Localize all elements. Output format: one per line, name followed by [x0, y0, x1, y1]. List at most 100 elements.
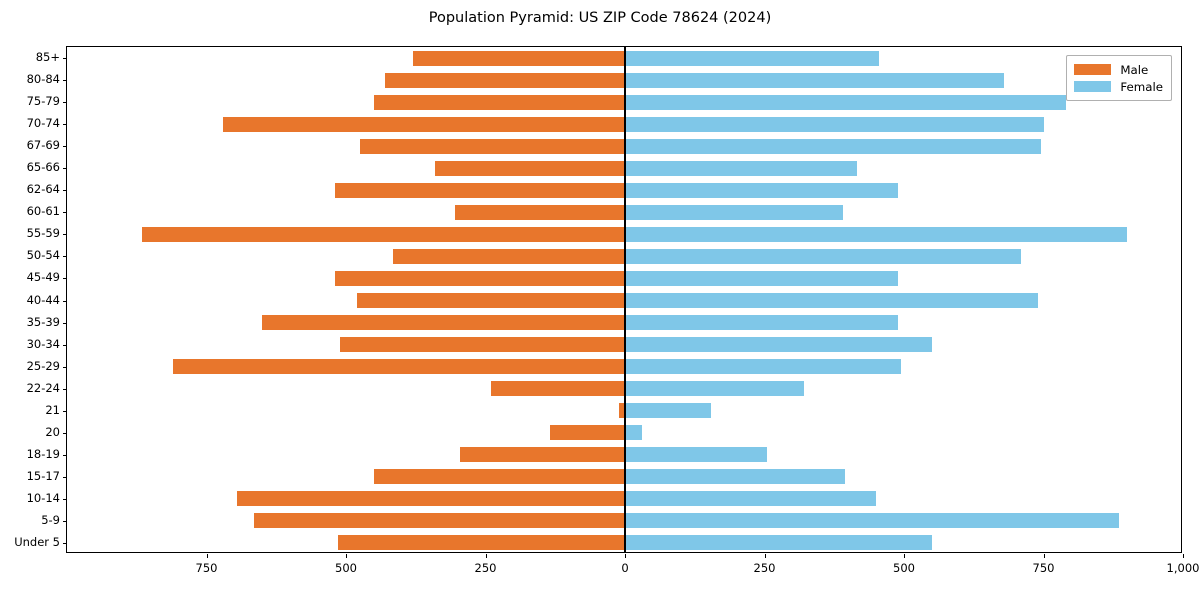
- x-axis-label-750-1: 750: [195, 561, 218, 575]
- x-axis-label-750-7: 750: [1032, 561, 1055, 575]
- y-axis-tick: [63, 124, 67, 126]
- bar-female-35-39: [625, 315, 899, 331]
- bar-male-65-66: [435, 160, 625, 176]
- y-axis-label-15-17: 15-17: [26, 468, 60, 483]
- bar-female-40-44: [625, 293, 1038, 308]
- y-axis-label-70-74: 70-74: [26, 116, 60, 131]
- bar-male-40-44: [357, 293, 625, 308]
- y-axis-tick: [63, 256, 67, 258]
- bar-male-55-59: [142, 226, 625, 242]
- x-axis-tick: [485, 554, 487, 558]
- x-axis-label-0-4: 0: [621, 561, 629, 575]
- y-axis-label-18-19: 18-19: [26, 446, 60, 461]
- x-axis-label-500-2: 500: [335, 561, 357, 575]
- bar-male-15-17: [373, 469, 625, 485]
- bar-male-35-39: [262, 315, 625, 331]
- legend-swatch-female: [1074, 81, 1112, 92]
- y-axis-tick: [63, 212, 67, 214]
- bar-male-60-61: [454, 204, 625, 220]
- x-axis-label-500-6: 500: [893, 561, 915, 575]
- x-axis-tick: [346, 554, 347, 558]
- bar-female-62-64: [625, 182, 899, 198]
- bar-male-67-69: [359, 138, 625, 154]
- y-axis-label-20: 20: [45, 424, 60, 439]
- bar-female-22-24: [625, 381, 804, 397]
- bar-female-45-49: [625, 270, 899, 286]
- bar-male-45-49: [334, 270, 625, 286]
- bar-female-under-5: [625, 535, 932, 551]
- x-axis-tick: [904, 554, 905, 558]
- y-axis-tick: [63, 520, 67, 522]
- y-axis-tick: [63, 80, 67, 82]
- bar-female-67-69: [625, 138, 1041, 154]
- bar-male-50-54: [393, 248, 625, 264]
- y-axis-tick: [63, 498, 67, 500]
- y-axis-label-22-24: 22-24: [26, 380, 60, 395]
- legend-item-male[interactable]: Male: [1074, 61, 1163, 78]
- y-axis-tick: [63, 168, 67, 170]
- bar-male-21: [619, 403, 625, 419]
- bar-male-10-14: [237, 491, 625, 507]
- bar-female-5-9: [625, 513, 1119, 529]
- bar-male-20: [549, 425, 625, 441]
- y-axis-tick: [63, 542, 67, 544]
- y-axis-tick: [63, 344, 67, 346]
- bar-male-under-5: [337, 535, 625, 551]
- x-axis-label-250-5: 250: [753, 561, 776, 575]
- x-axis-label-1000-8: 1,000: [1166, 561, 1200, 575]
- bar-male-5-9: [253, 513, 625, 529]
- chart-legend: Male Female: [1066, 55, 1172, 101]
- bar-male-62-64: [334, 182, 625, 198]
- y-axis-label-50-54: 50-54: [26, 248, 60, 263]
- y-axis-tick: [63, 234, 67, 236]
- y-axis-tick: [63, 322, 67, 324]
- x-axis-tick: [625, 554, 626, 558]
- plot-frame: Male Female 750 500 250 0 250 500 750 1,000: [63, 46, 1199, 575]
- bar-male-18-19: [460, 447, 625, 463]
- bar-female-15-17: [625, 469, 846, 485]
- legend-swatch-male: [1074, 64, 1112, 75]
- y-axis-tick: [63, 410, 67, 412]
- chart-title: Population Pyramid: US ZIP Code 78624 (2…: [428, 10, 772, 26]
- bar-female-25-29: [625, 359, 902, 375]
- bar-female-80-84: [625, 72, 1005, 88]
- bar-female-30-34: [625, 337, 932, 353]
- y-axis-label-67-69: 67-69: [26, 138, 60, 153]
- y-axis-label-21: 21: [45, 402, 60, 417]
- y-axis-label-under-5: Under 5: [14, 534, 60, 549]
- bar-male-70-74: [223, 116, 625, 132]
- y-axis-tick: [63, 190, 67, 192]
- bar-female-20: [625, 425, 642, 441]
- bar-female-55-59: [625, 226, 1128, 242]
- y-axis-label-45-49: 45-49: [26, 270, 60, 285]
- y-axis-tick: [63, 300, 67, 302]
- bar-female-65-66: [625, 160, 857, 176]
- y-axis-label-55-59: 55-59: [26, 226, 60, 241]
- bar-male-30-34: [340, 337, 625, 353]
- legend-label-female: Female: [1120, 79, 1163, 94]
- bar-male-22-24: [491, 381, 625, 397]
- bar-female-60-61: [625, 204, 843, 220]
- y-axis-label-75-79: 75-79: [26, 94, 60, 109]
- y-axis-label-10-14: 10-14: [26, 490, 60, 505]
- bar-female-10-14: [625, 491, 877, 507]
- y-axis-label-35-39: 35-39: [26, 314, 60, 329]
- legend-label-male: Male: [1120, 62, 1149, 77]
- y-axis-tick: [63, 432, 67, 434]
- y-axis-tick: [63, 454, 67, 456]
- bar-female-85-: [625, 50, 879, 66]
- y-axis-label-25-29: 25-29: [26, 358, 60, 373]
- y-axis-label-40-44: 40-44: [26, 292, 60, 307]
- y-axis-tick: [63, 366, 67, 368]
- bar-female-18-19: [625, 447, 768, 463]
- bar-male-75-79: [373, 94, 625, 110]
- bar-female-21: [625, 403, 712, 419]
- x-axis-tick: [764, 554, 766, 558]
- y-axis-tick: [63, 146, 67, 148]
- y-axis-tick: [63, 102, 67, 104]
- x-axis-tick: [1183, 554, 1184, 558]
- legend-item-female[interactable]: Female: [1074, 78, 1163, 95]
- bar-male-25-29: [173, 359, 625, 375]
- y-axis-tick: [63, 476, 67, 478]
